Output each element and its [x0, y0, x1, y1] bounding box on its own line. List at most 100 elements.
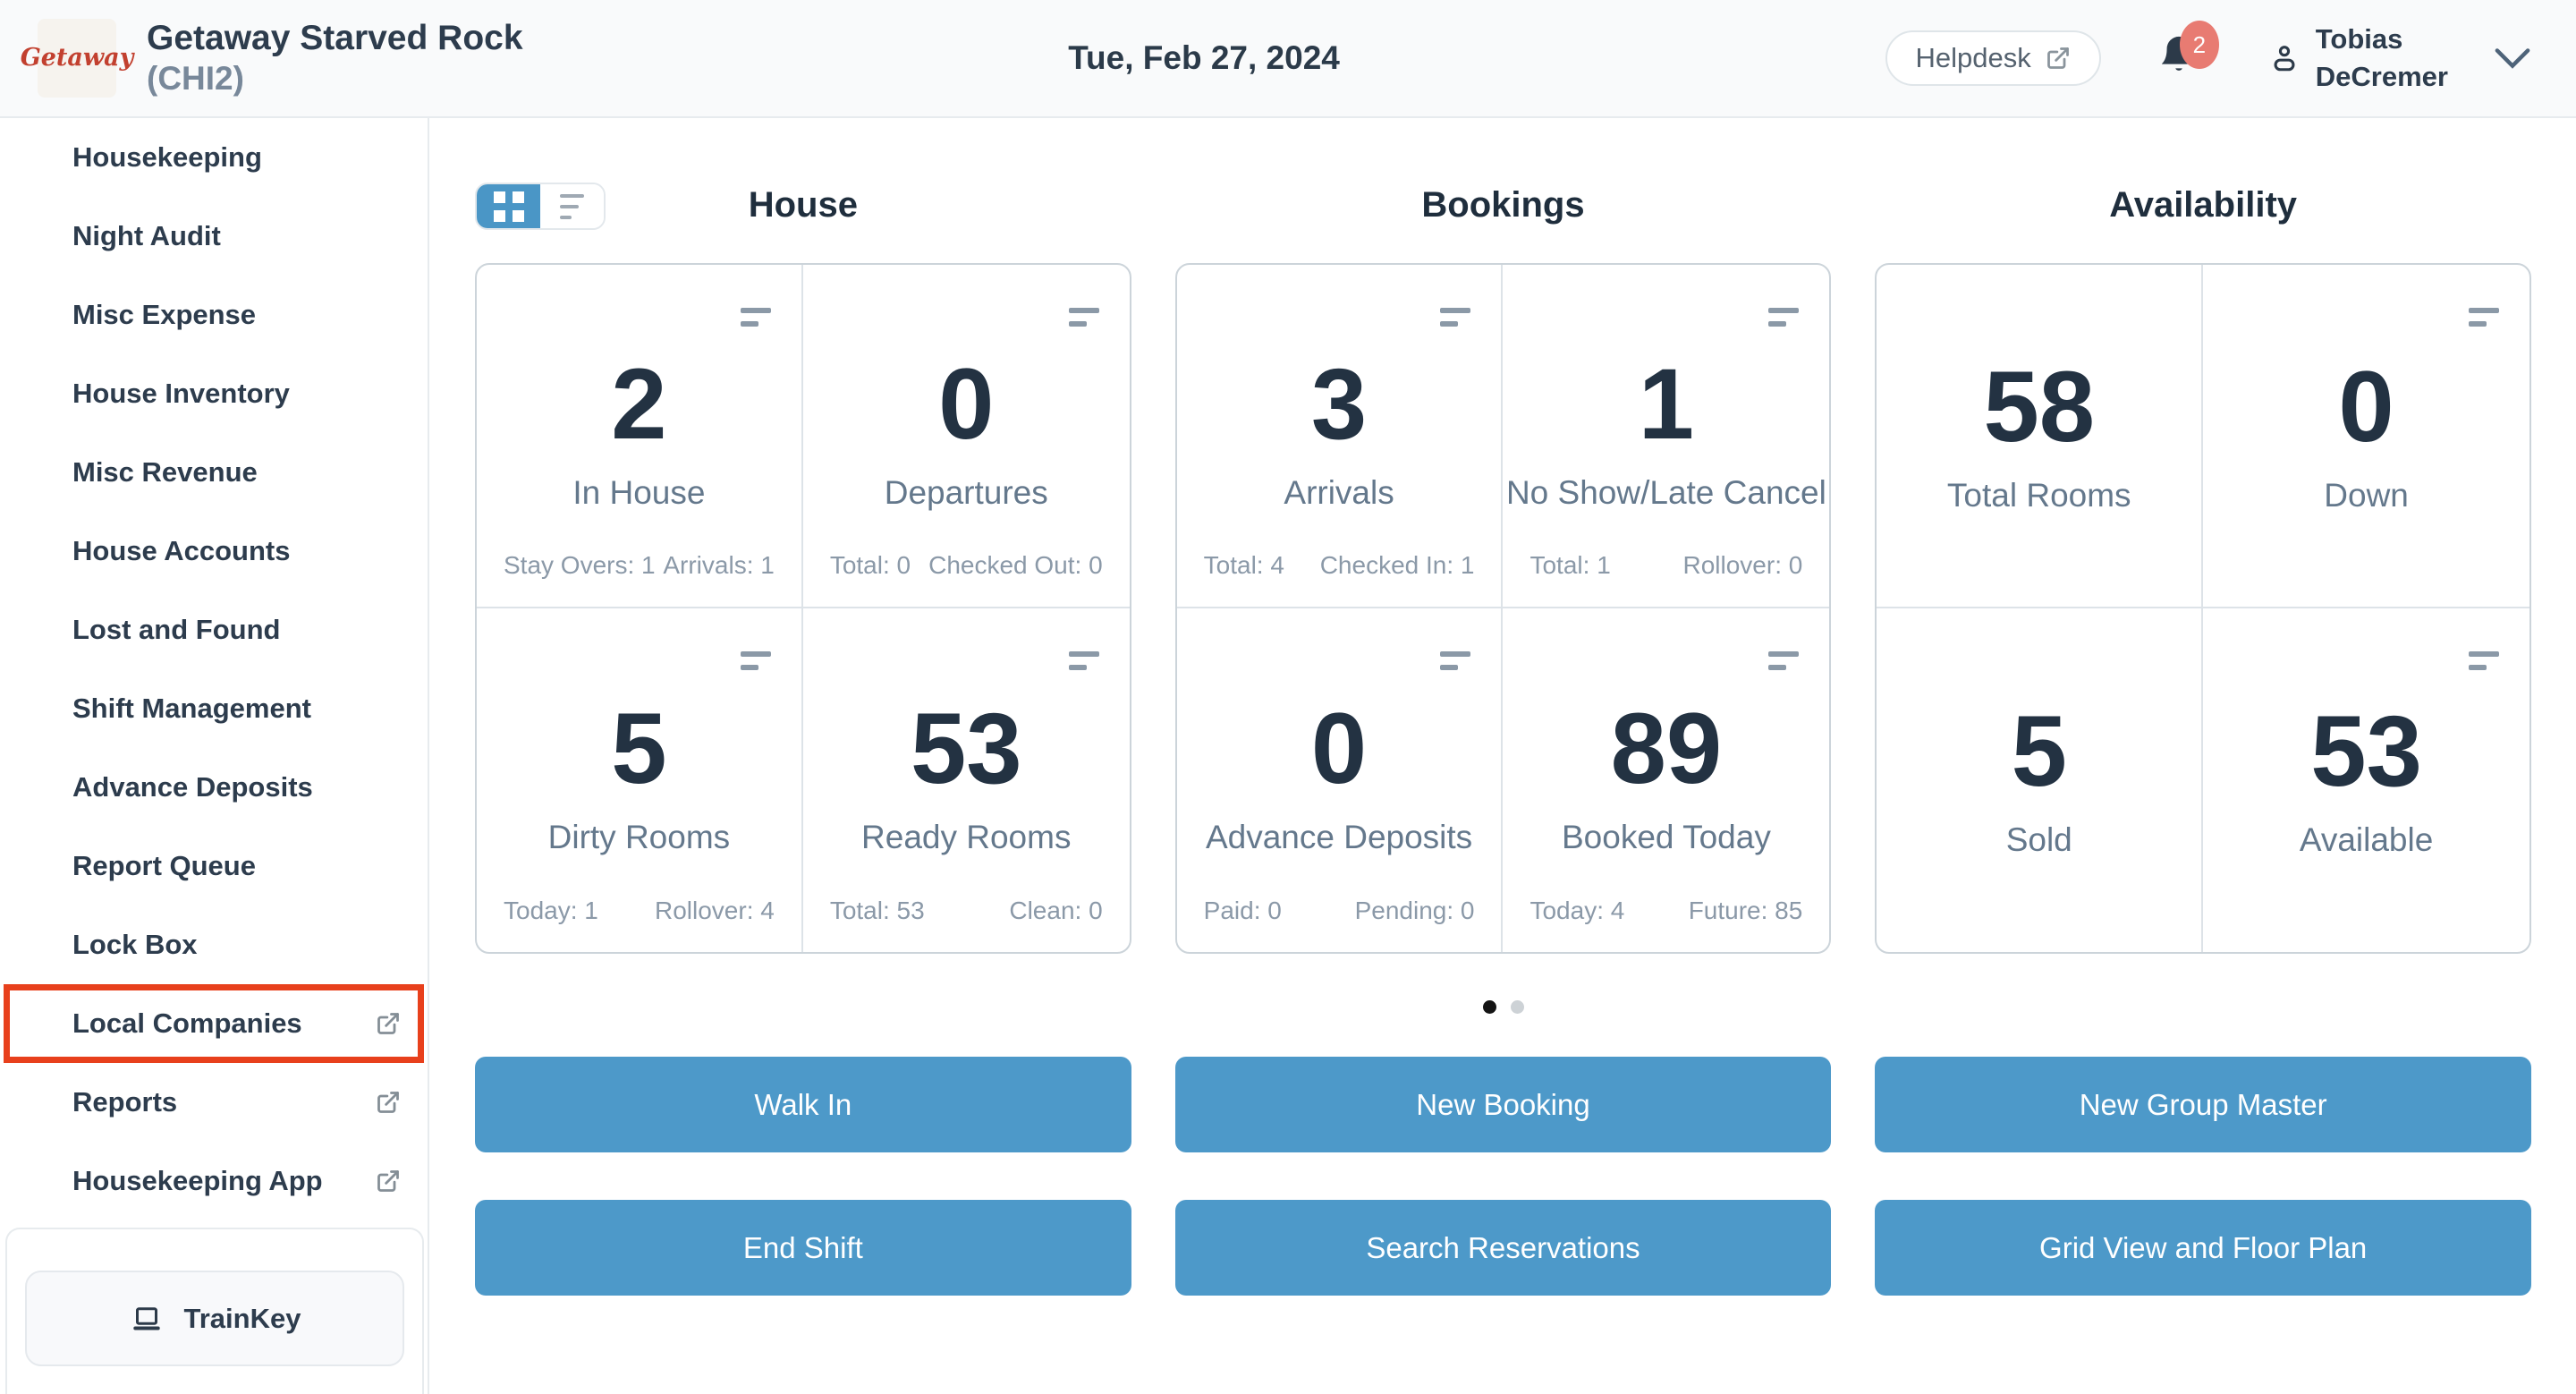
- card-menu-icon[interactable]: [1768, 308, 1800, 327]
- current-date: Tue, Feb 27, 2024: [1068, 39, 1340, 76]
- card-stat: Total: 1: [1530, 551, 1611, 579]
- card-stat: Rollover: 4: [654, 897, 775, 924]
- card-stat: Clean: 0: [1009, 897, 1103, 924]
- card-label: No Show/Late Cancel: [1505, 474, 1826, 511]
- stat-card-advance-deposits: 0 Advance Deposits Paid: 0 Pending: 0: [1177, 608, 1504, 952]
- sidebar-item-house-inventory[interactable]: House Inventory: [0, 354, 428, 433]
- sidebar-item-shift-management[interactable]: Shift Management: [0, 669, 428, 748]
- card-label: Available: [2299, 821, 2434, 858]
- card-label: Ready Rooms: [861, 819, 1072, 855]
- card-value: 0: [938, 348, 995, 460]
- property-name: Getaway Starved Rock: [147, 19, 523, 58]
- sidebar-item-label: Shift Management: [72, 693, 311, 724]
- new-booking-button[interactable]: New Booking: [1174, 1057, 1832, 1152]
- card-menu-icon[interactable]: [2469, 651, 2499, 670]
- house-card-group: 2 In House Stay Overs: 1 Arrivals: 1 0 D…: [475, 263, 1131, 954]
- pagination-dot-2[interactable]: [1510, 1000, 1524, 1014]
- card-value-block: 53 Ready Rooms: [861, 699, 1071, 856]
- dashboard-toolbar: House Bookings Availability: [475, 179, 2531, 231]
- pagination-dot-1[interactable]: [1482, 1000, 1496, 1014]
- sidebar-item-housekeeping-app[interactable]: Housekeeping App: [0, 1142, 428, 1220]
- brand: Getaway Getaway Starved Rock (CHI2): [21, 18, 523, 98]
- card-label: Departures: [884, 474, 1048, 511]
- stat-card-arrivals: 3 Arrivals Total: 4 Checked In: 1: [1176, 265, 1504, 608]
- notifications-button[interactable]: 2: [2158, 21, 2219, 83]
- sidebar-item-reports[interactable]: Reports: [0, 1063, 428, 1142]
- sidebar-item-label: Housekeeping App: [72, 1165, 323, 1196]
- card-label: Down: [2324, 477, 2409, 514]
- card-menu-icon[interactable]: [1068, 651, 1099, 670]
- sidebar-item-housekeeping[interactable]: Housekeeping: [0, 118, 428, 197]
- sidebar-item-label: Lost and Found: [72, 614, 281, 645]
- sidebar: Housekeeping Night Audit Misc Expense Ho…: [0, 118, 429, 1394]
- card-value: 58: [1983, 351, 2096, 463]
- search-reservations-button[interactable]: Search Reservations: [1174, 1200, 1832, 1296]
- grid-view-floor-plan-button[interactable]: Grid View and Floor Plan: [1875, 1200, 2531, 1296]
- sidebar-item-misc-expense[interactable]: Misc Expense: [0, 276, 428, 354]
- user-menu[interactable]: Tobias DeCremer: [2269, 21, 2448, 96]
- sidebar-item-night-audit[interactable]: Night Audit: [0, 197, 428, 276]
- sidebar-item-label: Report Queue: [72, 850, 256, 881]
- card-stat: Today: 4: [1530, 897, 1625, 924]
- sidebar-item-report-queue[interactable]: Report Queue: [0, 827, 428, 905]
- card-value-block: 0 Departures: [885, 354, 1048, 512]
- chevron-down-icon[interactable]: [2493, 47, 2532, 69]
- card-menu-icon[interactable]: [1068, 308, 1099, 327]
- card-stat: Total: 0: [829, 551, 911, 579]
- card-stats: Total: 1 Rollover: 0: [1503, 551, 1829, 607]
- sidebar-item-label: Misc Revenue: [72, 456, 258, 488]
- end-shift-button[interactable]: End Shift: [475, 1200, 1131, 1296]
- card-stat: Arrivals: 1: [663, 551, 775, 579]
- card-stats: Total: 53 Clean: 0: [803, 897, 1130, 952]
- card-value-block: 0 Down: [2324, 357, 2409, 514]
- user-first-name: Tobias: [2315, 23, 2403, 55]
- helpdesk-button[interactable]: Helpdesk: [1885, 30, 2101, 86]
- sidebar-item-misc-revenue[interactable]: Misc Revenue: [0, 433, 428, 512]
- card-label: In House: [572, 474, 706, 511]
- list-icon: [560, 193, 584, 219]
- list-view-button[interactable]: [540, 184, 604, 228]
- dashboard: House Bookings Availability 2 In House S…: [429, 118, 2576, 1394]
- card-menu-icon[interactable]: [1440, 308, 1471, 327]
- card-stat: Stay Overs: 1: [504, 551, 656, 579]
- sidebar-item-local-companies[interactable]: Local Companies: [0, 984, 428, 1063]
- sidebar-item-lock-box[interactable]: Lock Box: [0, 905, 428, 984]
- sidebar-item-label: Night Audit: [72, 220, 221, 251]
- sidebar-item-lost-and-found[interactable]: Lost and Found: [0, 591, 428, 669]
- card-menu-icon[interactable]: [2469, 308, 2499, 327]
- header-right: Helpdesk 2 Tobias DeCremer: [1885, 21, 2532, 96]
- sidebar-item-house-accounts[interactable]: House Accounts: [0, 512, 428, 591]
- bookings-card-group: 3 Arrivals Total: 4 Checked In: 1 1 No S…: [1174, 263, 1832, 954]
- card-stat: Checked In: 1: [1319, 551, 1475, 579]
- card-groups: 2 In House Stay Overs: 1 Arrivals: 1 0 D…: [475, 263, 2531, 954]
- card-label: Arrivals: [1284, 474, 1394, 511]
- card-menu-icon[interactable]: [740, 651, 771, 670]
- new-group-master-button[interactable]: New Group Master: [1875, 1057, 2531, 1152]
- stat-card-in-house: 2 In House Stay Overs: 1 Arrivals: 1: [477, 265, 803, 608]
- card-value: 5: [2011, 695, 2067, 807]
- walk-in-button[interactable]: Walk In: [475, 1057, 1131, 1152]
- section-title-bookings: Bookings: [1421, 184, 1585, 225]
- card-menu-icon[interactable]: [1768, 651, 1800, 670]
- external-link-icon: [376, 1169, 401, 1194]
- sidebar-item-label: Misc Expense: [72, 299, 257, 330]
- sidebar-item-advance-deposits[interactable]: Advance Deposits: [0, 748, 428, 827]
- card-menu-icon[interactable]: [1440, 651, 1471, 670]
- card-value-block: 89 Booked Today: [1562, 699, 1771, 856]
- sidebar-item-label: Advance Deposits: [72, 771, 313, 803]
- card-value: 2: [611, 348, 667, 460]
- quick-actions: Walk In New Booking New Group Master End…: [475, 1057, 2531, 1296]
- sidebar-item-label: House Inventory: [72, 378, 290, 409]
- stat-card-booked-today: 89 Booked Today Today: 4 Future: 85: [1503, 608, 1829, 952]
- trainkey-button[interactable]: TrainKey: [25, 1271, 404, 1366]
- card-stats: Paid: 0 Pending: 0: [1177, 897, 1502, 952]
- card-menu-icon[interactable]: [740, 308, 771, 327]
- laptop-icon: [132, 1306, 160, 1330]
- card-stat: Pending: 0: [1354, 897, 1475, 924]
- card-value: 3: [1310, 348, 1368, 460]
- card-value-block: 5 Dirty Rooms: [548, 699, 731, 856]
- sidebar-item-label: House Accounts: [72, 535, 291, 566]
- stat-card-sold: 5 Sold: [1877, 608, 2204, 952]
- grid-view-button[interactable]: [477, 184, 540, 228]
- card-value: 53: [910, 693, 1022, 804]
